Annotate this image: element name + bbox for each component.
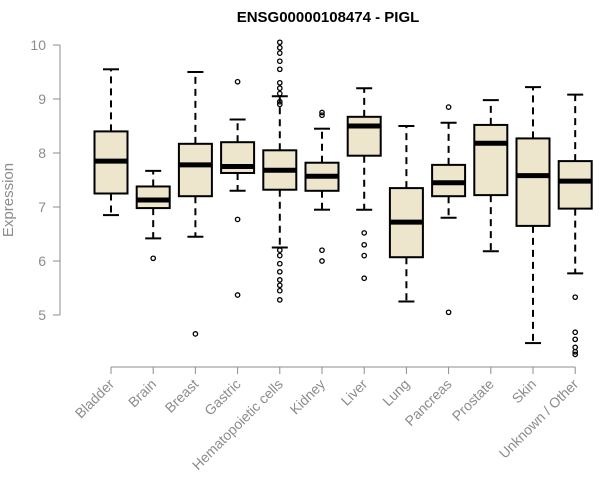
- outlier-point: [276, 90, 283, 97]
- box: [346, 115, 382, 157]
- x-tick-label: Liver: [338, 376, 371, 409]
- x-tick-label: Bladder: [72, 376, 118, 422]
- box-group: [93, 68, 129, 217]
- outlier-point: [276, 260, 283, 267]
- outlier-point: [572, 329, 579, 336]
- box: [177, 142, 213, 198]
- outlier-point: [361, 252, 368, 259]
- outlier-point: [276, 101, 283, 108]
- outlier-point: [572, 294, 579, 301]
- box-group: [262, 39, 298, 303]
- outlier-point: [276, 44, 283, 51]
- y-tick-label: 6: [38, 253, 46, 269]
- box-group: [515, 86, 551, 345]
- box: [557, 160, 593, 210]
- chart-title: ENSG00000108474 - PIGL: [237, 9, 420, 26]
- box: [135, 185, 171, 210]
- outlier-point: [572, 348, 579, 355]
- outlier-point: [319, 109, 325, 116]
- outlier-point: [572, 351, 579, 358]
- y-tick-label: 9: [38, 91, 46, 107]
- y-tick-label: 10: [30, 37, 46, 53]
- outlier-point: [276, 252, 283, 259]
- y-tick-label: 7: [38, 199, 46, 215]
- outlier-point: [276, 98, 283, 105]
- outlier-point: [361, 241, 368, 248]
- outlier-point: [276, 58, 283, 65]
- outlier-point: [150, 255, 157, 262]
- y-tick-label: 5: [38, 307, 46, 323]
- box-group: [220, 78, 256, 298]
- box-group: [473, 99, 509, 253]
- outlier-point: [319, 247, 325, 254]
- boxes: [93, 39, 593, 358]
- box-group: [346, 87, 382, 282]
- x-tick-label: Unknown / Other: [496, 376, 582, 462]
- outlier-point: [445, 104, 452, 110]
- outlier-point: [192, 331, 199, 337]
- box: [473, 123, 509, 197]
- y-axis-title: Expression: [0, 163, 17, 237]
- box-group: [557, 93, 593, 358]
- outlier-point: [276, 50, 283, 56]
- outlier-point: [319, 258, 325, 264]
- x-tick-label: Lung: [379, 376, 412, 409]
- box-group: [431, 104, 467, 316]
- outlier-point: [234, 292, 241, 298]
- outlier-point: [276, 66, 283, 73]
- x-tick-label: Kidney: [287, 376, 329, 418]
- box-group: [388, 125, 424, 303]
- outlier-point: [234, 216, 241, 223]
- outlier-point: [319, 112, 325, 119]
- y-axis: 5 6 7 8 9 10: [30, 37, 61, 323]
- box-group: [135, 169, 171, 262]
- x-tick-label: Brain: [125, 376, 159, 410]
- box: [515, 137, 551, 227]
- outlier-point: [572, 336, 579, 343]
- outlier-point: [445, 309, 452, 316]
- outlier-point: [276, 39, 283, 46]
- outlier-point: [276, 85, 283, 92]
- x-tick-label: Prostate: [449, 376, 497, 424]
- outlier-point: [276, 247, 283, 254]
- x-tick-label: Breast: [162, 376, 202, 416]
- outlier-point: [276, 282, 283, 289]
- x-tick-label: Pancreas: [402, 376, 455, 429]
- outlier-point: [361, 230, 368, 236]
- outlier-point: [276, 297, 283, 303]
- box-group: [304, 109, 340, 264]
- outlier-point: [276, 268, 283, 275]
- x-tick-label: Skin: [509, 376, 540, 407]
- outlier-point: [234, 78, 241, 85]
- y-tick-label: 8: [38, 145, 46, 161]
- outlier-point: [361, 275, 368, 282]
- outlier-point: [276, 287, 283, 294]
- box-group: [177, 71, 213, 337]
- outlier-point: [276, 79, 283, 86]
- outlier-point: [276, 277, 283, 283]
